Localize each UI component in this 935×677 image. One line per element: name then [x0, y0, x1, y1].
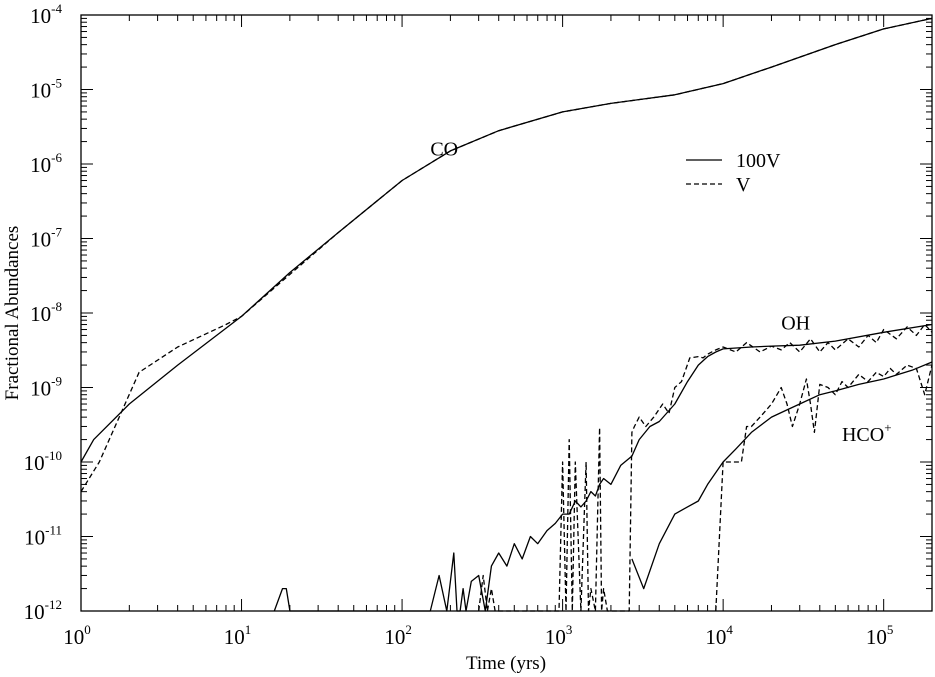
series-layer	[80, 17, 933, 612]
annotation-hco: HCO+	[842, 420, 892, 446]
x-axis-label: Time (yrs)	[466, 653, 546, 674]
legend-label-v: V	[736, 174, 751, 196]
series-hco-v	[715, 364, 933, 612]
x-tick-label: 104	[705, 622, 733, 649]
x-tick-label: 100	[63, 622, 91, 649]
x-tick-label: 103	[545, 622, 573, 649]
legend-label-100v: 100V	[736, 150, 781, 172]
y-tick-label: 10-8	[30, 299, 62, 326]
y-tick-label: 10-4	[30, 1, 62, 28]
series-oh-100v	[273, 323, 933, 612]
x-tick-label: 102	[384, 622, 412, 649]
y-axis-label: Fractional Abundances	[2, 226, 23, 401]
series-oh-v	[478, 323, 933, 612]
y-tick-label: 10-9	[30, 374, 62, 401]
series-co-v	[80, 17, 933, 492]
x-tick-label: 105	[866, 622, 894, 649]
annotation-oh: OH	[781, 313, 810, 335]
y-tick-label: 10-7	[30, 225, 62, 252]
annotation-co: CO	[430, 139, 458, 161]
y-tick-label: 10-6	[30, 150, 62, 177]
axis-layer: 100 101 102 103 104 105 10-12 10-11 10-10 10-9 10-…	[24, 1, 933, 649]
annotation-layer: CO OH HCO+	[430, 139, 891, 447]
y-tick-label: 10-10	[24, 448, 62, 475]
y-tick-label: 10-12	[24, 597, 62, 624]
series-hco-100v	[631, 361, 933, 590]
y-tick-label: 10-5	[30, 76, 62, 103]
legend: 100V V	[686, 150, 781, 196]
x-tick-label: 101	[224, 622, 252, 649]
y-tick-label: 10-11	[24, 523, 62, 550]
series-co-100v	[80, 17, 933, 463]
